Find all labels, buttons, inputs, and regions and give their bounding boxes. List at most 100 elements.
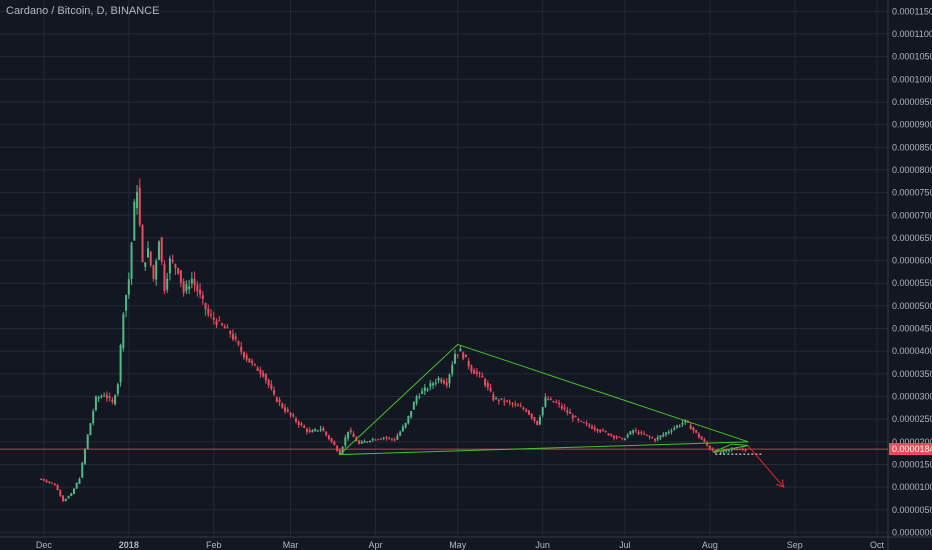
candle-body [571, 415, 574, 419]
candle-body [308, 430, 311, 432]
candle-body [212, 317, 215, 320]
candle-body [210, 314, 213, 316]
candle-body [577, 418, 580, 421]
candle-body [675, 425, 678, 428]
candle-body [593, 427, 596, 430]
candle-body [182, 281, 185, 293]
candle-body [665, 432, 667, 435]
candle-body [234, 336, 237, 340]
candle-body [574, 416, 577, 418]
candle-body [582, 422, 585, 424]
candle-body [681, 423, 684, 425]
candle-body [125, 295, 128, 311]
candle-body [451, 364, 454, 374]
candle-body [100, 395, 103, 398]
candle-body [207, 308, 210, 315]
candle-body [673, 428, 676, 430]
y-tick-label: 0.00008500 [892, 142, 932, 152]
candle-body [728, 449, 731, 451]
y-tick-label: 0.00007000 [892, 210, 932, 220]
candle-body [390, 438, 393, 440]
candle-body [311, 430, 314, 433]
candle-body [111, 399, 114, 403]
y-tick-label: 0.00000500 [892, 505, 932, 515]
candle-body [105, 394, 108, 399]
candles [40, 178, 747, 503]
candle-body [366, 441, 369, 443]
candle-body [634, 430, 637, 432]
candle-body [327, 435, 330, 440]
candle-body [144, 262, 147, 267]
candle-body [500, 398, 503, 400]
candle-body [623, 438, 626, 441]
candle-body [407, 415, 410, 424]
candle-body [245, 355, 248, 360]
candle-body [168, 258, 171, 274]
candle-body [347, 431, 350, 439]
candle-body [689, 425, 692, 430]
y-tick-label: 0.00005500 [892, 278, 932, 288]
candle-body [426, 388, 429, 391]
candle-body [697, 433, 700, 438]
candle-body [201, 295, 204, 299]
candle-body [506, 400, 509, 402]
x-tick-label: Jun [535, 540, 550, 550]
candle-body [70, 493, 73, 496]
candle-body [369, 441, 371, 443]
candle-body [423, 387, 426, 392]
y-tick-label: 0.00004500 [892, 324, 932, 334]
candle-body [122, 314, 125, 349]
candle-body [316, 430, 319, 432]
x-tick-label: Apr [368, 540, 382, 550]
candle-body [453, 354, 456, 364]
candle-body [64, 498, 67, 501]
candle-body [89, 423, 92, 436]
candle-body [179, 270, 182, 283]
candle-body [336, 446, 339, 451]
candle-body [322, 428, 325, 432]
candle-body [601, 429, 604, 431]
candle-body [319, 428, 322, 430]
candle-body [626, 434, 629, 438]
candle-body [297, 421, 300, 426]
x-tick-label: Jul [619, 540, 631, 550]
candle-body [51, 482, 54, 484]
candle-body [533, 417, 536, 421]
candle-body [248, 358, 251, 363]
candle-body [604, 431, 607, 433]
candle-body [374, 439, 377, 441]
candle-body [544, 397, 547, 407]
candle-body [231, 333, 234, 340]
candle-body [174, 264, 177, 268]
candle-body [185, 284, 188, 291]
candle-body [40, 479, 43, 481]
candle-body [330, 438, 333, 442]
triangle-pattern [338, 343, 749, 456]
candle-body [640, 432, 643, 434]
candle-body [314, 429, 317, 432]
candle-body [377, 439, 380, 441]
candle-body [341, 446, 344, 454]
y-tick-label: 0.00010000 [892, 74, 932, 84]
last-price-label: 0.00001840 [892, 444, 932, 454]
candle-body [382, 437, 385, 439]
candle-body [149, 251, 152, 266]
candle-body [221, 323, 223, 326]
y-tick-label: 0.00005000 [892, 301, 932, 311]
y-tick-label: 0.00002500 [892, 414, 932, 424]
candle-body [695, 430, 698, 433]
down-arrow-head [776, 479, 785, 488]
candle-body [177, 268, 180, 274]
candle-body [53, 483, 56, 486]
candle-body [434, 382, 437, 384]
candle-body [654, 438, 657, 441]
candle-body [547, 398, 550, 400]
candle-body [188, 286, 191, 290]
candle-body [275, 397, 278, 402]
candle-body [456, 354, 459, 356]
candle-body [467, 360, 470, 367]
candle-body [379, 438, 382, 440]
candle-body [448, 374, 451, 384]
candle-body [264, 374, 267, 381]
